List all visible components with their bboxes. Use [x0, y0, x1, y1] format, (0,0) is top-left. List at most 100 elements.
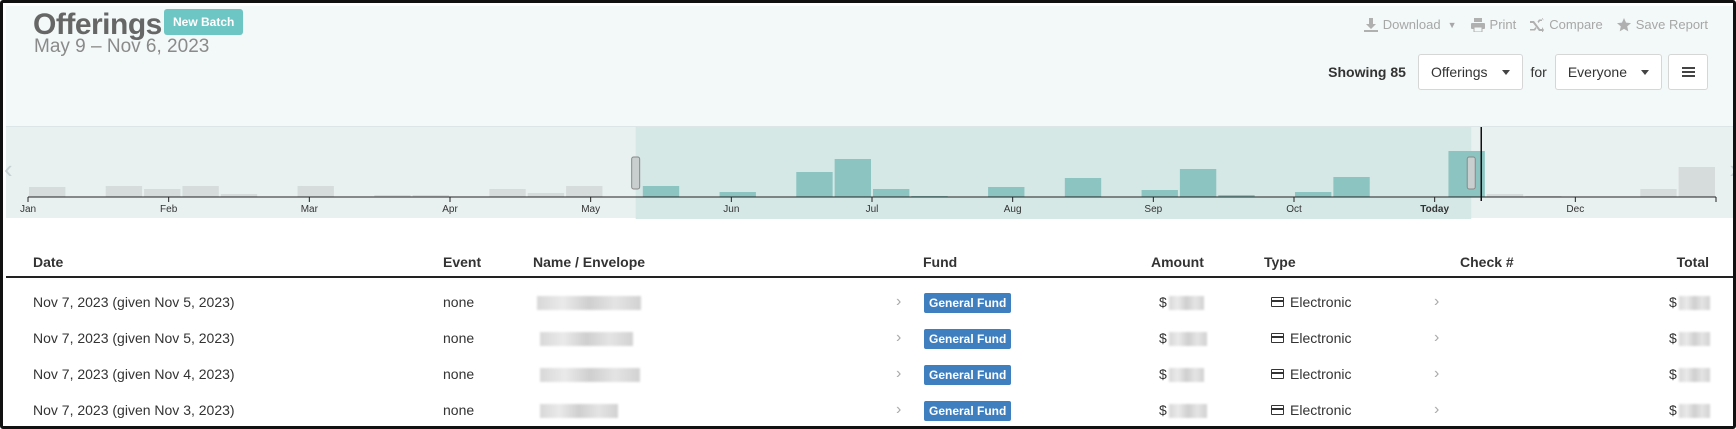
table-row[interactable]: Nov 7, 2023 (given Nov 4, 2023) none › G… — [6, 356, 1733, 392]
fund-tag: General Fund — [924, 293, 1012, 313]
timeline-month-label: Apr — [442, 204, 458, 215]
timeline-month-label: Dec — [1566, 204, 1584, 215]
col-total[interactable]: Total — [1676, 254, 1709, 270]
chevron-right-icon[interactable]: › — [1729, 154, 1733, 185]
type-select-value: Offerings — [1430, 64, 1488, 80]
row-amount: $ — [1159, 366, 1167, 382]
timeline-bar — [374, 195, 411, 197]
row-type-label: Electronic — [1290, 294, 1352, 310]
redacted-total — [1679, 296, 1710, 310]
compare-button[interactable]: Compare — [1530, 17, 1603, 32]
col-event[interactable]: Event — [443, 254, 482, 270]
timeline-bar — [527, 193, 565, 197]
download-button[interactable]: Download ▼ — [1363, 17, 1457, 32]
timeline-bar — [796, 172, 833, 197]
table-row[interactable]: Nov 7, 2023 (given Nov 3, 2023) none › G… — [6, 392, 1733, 426]
selection-handle — [631, 156, 641, 190]
redacted-amount — [1169, 296, 1204, 310]
timeline-month-label: Mar — [301, 204, 319, 215]
timeline-month-label: Feb — [160, 204, 178, 215]
timeline-bar — [642, 186, 680, 197]
chevron-right-icon[interactable]: › — [896, 293, 902, 310]
timeline-chart[interactable]: ‹ › Jan Feb Mar Apr May Jun Jul Aug Sep Oct Today D… — [4, 126, 1733, 219]
timeline-bar — [566, 186, 603, 197]
report-header: Offerings New Batch May 9 – Nov 6, 2023 … — [6, 6, 1733, 126]
report-toolbar: Download ▼ Print Compare Save Report — [1363, 17, 1708, 32]
timeline-bar — [873, 189, 910, 197]
chevron-right-icon[interactable]: › — [896, 329, 902, 346]
timeline-bar — [489, 189, 526, 197]
row-total: $ — [1669, 366, 1677, 382]
chevron-right-icon[interactable]: › — [1434, 401, 1440, 418]
chevron-right-icon[interactable]: › — [1434, 365, 1440, 382]
col-date[interactable]: Date — [33, 254, 64, 270]
row-date: Nov 7, 2023 (given Nov 4, 2023) — [33, 366, 235, 382]
timeline-bar — [1218, 195, 1255, 197]
timeline-bar — [412, 195, 449, 197]
row-amount: $ — [1159, 294, 1167, 310]
timeline-svg: Jan Feb Mar Apr May Jun Jul Aug Sep Oct Today Dec — [20, 127, 1717, 219]
row-type: Electronic — [1271, 330, 1351, 346]
timeline-month-label: Oct — [1286, 204, 1302, 215]
chevron-right-icon[interactable]: › — [896, 401, 902, 418]
filters-bar: Showing 85 Offerings for Everyone — [1328, 54, 1708, 90]
col-check[interactable]: Check # — [1460, 254, 1514, 270]
download-icon — [1363, 17, 1378, 32]
save-report-label: Save Report — [1635, 17, 1708, 32]
row-date: Nov 7, 2023 (given Nov 5, 2023) — [33, 330, 235, 346]
row-date: Nov 7, 2023 (given Nov 3, 2023) — [33, 402, 235, 418]
new-batch-button[interactable]: New Batch — [164, 9, 244, 35]
star-icon — [1616, 17, 1631, 31]
people-select[interactable]: Everyone — [1554, 54, 1662, 90]
chevron-down-icon — [1501, 69, 1510, 75]
row-event: none — [443, 330, 475, 346]
chevron-right-icon[interactable]: › — [896, 365, 902, 382]
timeline-month-label: Sep — [1144, 204, 1162, 215]
row-total: $ — [1669, 294, 1677, 310]
row-total: $ — [1669, 402, 1677, 418]
redacted-name — [537, 296, 641, 310]
chevron-right-icon[interactable]: › — [1434, 329, 1440, 346]
redacted-name — [540, 404, 618, 418]
row-type: Electronic — [1271, 294, 1351, 310]
fund-tag: General Fund — [924, 329, 1012, 349]
timeline-bar — [29, 187, 66, 197]
timeline-bar — [1333, 177, 1370, 197]
print-button[interactable]: Print — [1470, 17, 1517, 32]
row-amount: $ — [1159, 330, 1167, 346]
table-header: Date Event Name / Envelope Fund Amount T… — [6, 248, 1733, 278]
row-amount: $ — [1159, 402, 1167, 418]
timeline-month-label: Jul — [866, 204, 879, 215]
chevron-left-icon[interactable]: ‹ — [4, 154, 13, 184]
menu-button[interactable] — [1668, 54, 1708, 90]
people-select-value: Everyone — [1567, 64, 1627, 80]
redacted-total — [1679, 332, 1710, 346]
redacted-total — [1679, 368, 1710, 382]
timeline-month-label: Jan — [20, 204, 36, 215]
print-label: Print — [1489, 17, 1517, 32]
chevron-right-icon[interactable]: › — [1434, 293, 1440, 310]
page-title: Offerings — [33, 8, 162, 41]
save-report-button[interactable]: Save Report — [1616, 17, 1708, 32]
chevron-down-icon: ▼ — [1447, 19, 1457, 30]
type-select[interactable]: Offerings — [1417, 54, 1523, 90]
compare-label: Compare — [1549, 17, 1603, 32]
credit-card-icon — [1271, 405, 1284, 415]
table-row[interactable]: Nov 7, 2023 (given Nov 5, 2023) none › G… — [6, 284, 1733, 320]
row-total: $ — [1669, 330, 1677, 346]
timeline-bar — [297, 186, 334, 197]
col-type[interactable]: Type — [1264, 254, 1296, 270]
col-name[interactable]: Name / Envelope — [533, 254, 646, 270]
table-row[interactable]: Nov 7, 2023 (given Nov 5, 2023) none › G… — [6, 320, 1733, 356]
selection-handle — [1466, 156, 1476, 190]
timeline-bar — [1141, 190, 1178, 197]
row-event: none — [443, 294, 475, 310]
fund-tag: General Fund — [924, 401, 1012, 421]
timeline-selection — [635, 127, 1472, 219]
offerings-table: Date Event Name / Envelope Fund Amount T… — [6, 248, 1733, 426]
col-fund[interactable]: Fund — [923, 254, 958, 270]
timeline-bar — [719, 192, 756, 197]
col-amount[interactable]: Amount — [1151, 254, 1204, 270]
timeline-bar — [1486, 194, 1524, 197]
hamburger-icon — [1681, 71, 1695, 73]
